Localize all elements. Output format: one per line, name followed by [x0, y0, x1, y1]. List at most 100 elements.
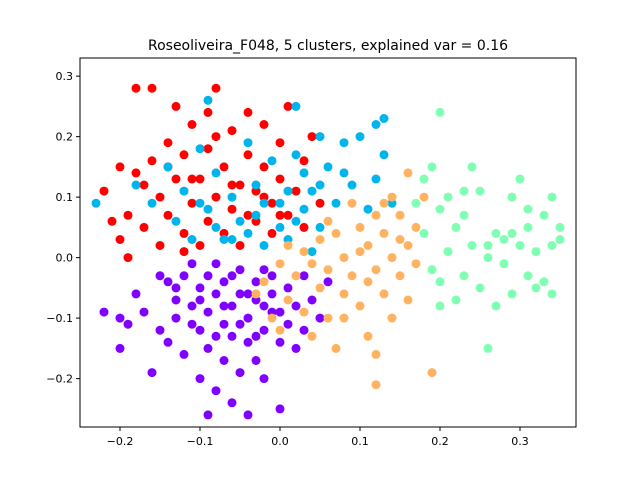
scatter-point — [251, 331, 261, 341]
scatter-point — [371, 265, 381, 275]
scatter-point — [235, 241, 245, 250]
scatter-point — [275, 138, 285, 148]
scatter-point — [243, 228, 253, 238]
scatter-point — [499, 235, 509, 244]
scatter-point — [203, 271, 213, 281]
scatter-point — [115, 162, 125, 172]
x-tick-label: 0.0 — [271, 435, 289, 448]
scatter-point — [387, 192, 397, 202]
scatter-point — [227, 192, 237, 202]
x-tick-label: −0.2 — [107, 435, 134, 448]
scatter-point — [131, 289, 141, 299]
scatter-point — [131, 83, 141, 93]
scatter-point — [419, 192, 429, 202]
scatter-point — [323, 313, 333, 323]
scatter-point — [331, 198, 341, 208]
scatter-point — [251, 356, 261, 365]
scatter-point — [171, 295, 181, 305]
scatter-point — [299, 168, 309, 178]
scatter-point — [283, 241, 293, 250]
scatter-point — [363, 241, 373, 250]
scatter-point — [187, 319, 197, 329]
scatter-point — [275, 325, 285, 335]
scatter-point — [435, 107, 445, 117]
scatter-point — [187, 120, 197, 129]
scatter-point — [291, 271, 301, 281]
scatter-point — [355, 301, 365, 311]
scatter-point — [275, 307, 285, 317]
scatter-point — [427, 265, 437, 275]
scatter-point — [315, 235, 325, 244]
scatter-point — [235, 368, 245, 378]
scatter-point — [123, 210, 133, 220]
scatter-point — [491, 228, 501, 238]
scatter-point — [251, 180, 261, 190]
scatter-point — [147, 156, 157, 166]
scatter-point — [227, 271, 237, 281]
y-tick-label: −0.1 — [46, 312, 73, 325]
scatter-point — [443, 192, 453, 202]
scatter-point — [243, 410, 253, 420]
scatter-point — [339, 138, 349, 148]
scatter-point — [435, 277, 445, 287]
scatter-point — [371, 380, 381, 390]
scatter-point — [235, 216, 245, 226]
scatter-point — [339, 313, 349, 323]
scatter-point — [523, 222, 533, 232]
scatter-point — [259, 162, 269, 172]
scatter-point — [483, 253, 493, 263]
scatter-point — [219, 301, 229, 311]
scatter-point — [443, 247, 453, 257]
x-tick-label: 0.3 — [511, 435, 529, 448]
scatter-point — [219, 277, 229, 287]
scatter-point — [491, 301, 501, 311]
scatter-point — [131, 180, 141, 190]
scatter-point — [227, 398, 237, 408]
scatter-point — [251, 277, 261, 287]
scatter-point — [531, 247, 541, 257]
scatter-point — [211, 168, 221, 178]
scatter-point — [259, 198, 269, 208]
scatter-point — [139, 307, 149, 317]
scatter-point — [171, 216, 181, 226]
y-tick-label: 0.3 — [56, 70, 74, 83]
scatter-point — [243, 138, 253, 148]
scatter-point — [499, 259, 509, 269]
scatter-point — [203, 343, 213, 353]
scatter-point — [99, 186, 109, 196]
scatter-point — [507, 192, 517, 202]
scatter-point — [555, 235, 565, 244]
scatter-point — [315, 180, 325, 190]
scatter-point — [163, 277, 173, 287]
scatter-point — [275, 174, 285, 184]
scatter-point — [419, 174, 429, 184]
scatter-point — [227, 180, 237, 190]
scatter-point — [547, 289, 557, 299]
scatter-point — [275, 404, 285, 414]
scatter-point — [243, 107, 253, 117]
scatter-point — [291, 101, 301, 111]
scatter-point — [203, 95, 213, 105]
scatter-point — [115, 343, 125, 353]
scatter-point — [515, 174, 525, 184]
scatter-point — [395, 271, 405, 281]
scatter-point — [203, 307, 213, 317]
scatter-point — [323, 216, 333, 226]
scatter-point — [235, 319, 245, 329]
scatter-point — [195, 198, 205, 208]
scatter-point — [131, 168, 141, 178]
scatter-point — [299, 204, 309, 214]
scatter-point — [235, 180, 245, 190]
scatter-point — [227, 126, 237, 136]
scatter-point — [123, 253, 133, 263]
scatter-point — [275, 222, 285, 232]
scatter-point — [211, 132, 221, 142]
scatter-point — [427, 162, 437, 172]
scatter-point — [331, 228, 341, 238]
scatter-point — [219, 356, 229, 365]
scatter-point — [299, 156, 309, 166]
scatter-point — [211, 386, 221, 396]
scatter-point — [315, 313, 325, 323]
scatter-point — [459, 186, 469, 196]
